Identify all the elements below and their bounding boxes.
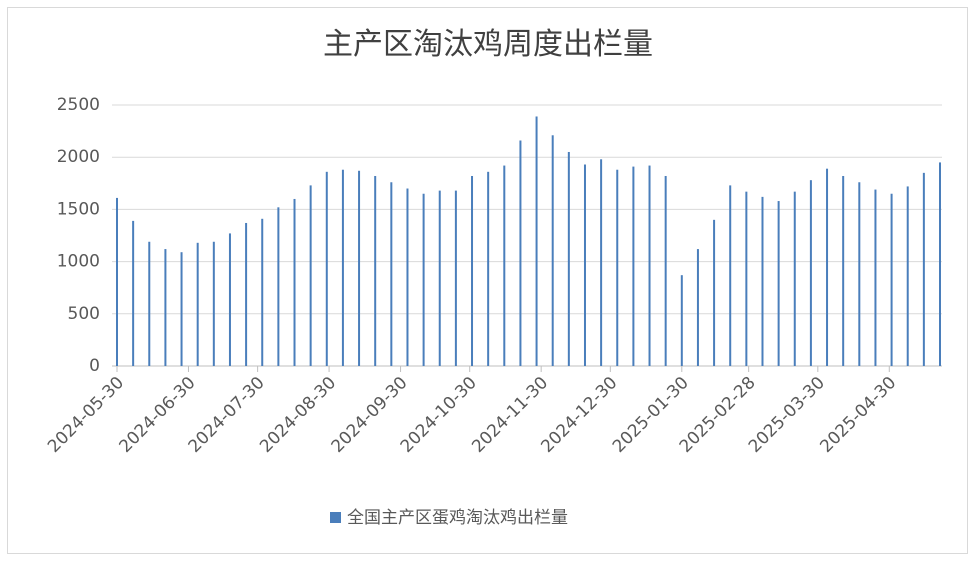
bar xyxy=(212,241,215,366)
chart-title: 主产区淘汰鸡周度出栏量 xyxy=(323,27,653,62)
legend-label: 全国主产区蛋鸡淘汰鸡出栏量 xyxy=(347,508,568,528)
bar xyxy=(939,162,941,366)
y-tick-label: 1000 xyxy=(57,252,100,272)
bar xyxy=(438,190,441,366)
bar xyxy=(890,193,893,366)
bar xyxy=(132,220,135,366)
bar xyxy=(309,185,312,366)
bar xyxy=(842,175,845,366)
bar xyxy=(777,201,780,366)
y-tick-label: 500 xyxy=(68,304,100,324)
bar xyxy=(858,182,861,366)
bar xyxy=(519,140,522,366)
bar xyxy=(583,164,586,366)
bar xyxy=(164,249,167,366)
bar xyxy=(616,169,619,366)
bar xyxy=(535,116,538,366)
bar xyxy=(729,185,732,366)
bar xyxy=(487,171,490,366)
bar xyxy=(664,175,667,366)
bar xyxy=(228,233,231,366)
bar xyxy=(809,180,812,366)
bar xyxy=(180,252,183,366)
bar xyxy=(826,168,829,366)
bar xyxy=(745,191,748,366)
bar xyxy=(761,196,764,366)
bar xyxy=(874,189,877,366)
bar xyxy=(358,170,361,366)
bar xyxy=(906,186,909,366)
bar xyxy=(148,241,151,366)
bar xyxy=(374,175,377,366)
bar xyxy=(600,159,603,366)
bar xyxy=(648,165,651,366)
bar xyxy=(922,172,925,366)
y-tick-label: 0 xyxy=(89,356,100,376)
bar xyxy=(503,165,506,366)
bar xyxy=(793,191,796,366)
bar xyxy=(422,193,425,366)
bar xyxy=(454,190,457,366)
bar xyxy=(277,207,280,366)
bar xyxy=(325,171,328,366)
bar xyxy=(680,275,683,366)
bar xyxy=(390,182,393,366)
y-tick-label: 1500 xyxy=(57,199,100,219)
bar xyxy=(196,242,199,366)
bar xyxy=(551,135,554,366)
bar xyxy=(567,151,570,366)
bar xyxy=(341,169,344,366)
bar xyxy=(632,166,635,366)
bar xyxy=(713,219,716,366)
bar xyxy=(116,197,118,366)
y-tick-label: 2000 xyxy=(57,147,100,167)
y-tick-label: 2500 xyxy=(57,95,100,115)
bar xyxy=(696,249,699,366)
bar xyxy=(406,188,409,366)
bar xyxy=(245,222,248,366)
bar xyxy=(471,175,474,366)
legend-swatch xyxy=(330,512,341,523)
bar xyxy=(261,218,264,366)
bar xyxy=(293,198,296,366)
